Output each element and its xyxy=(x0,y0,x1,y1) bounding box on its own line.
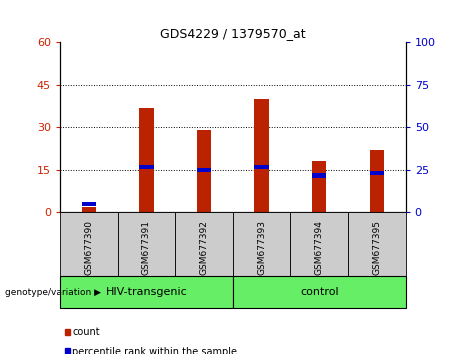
Bar xyxy=(233,276,406,308)
Title: GDS4229 / 1379570_at: GDS4229 / 1379570_at xyxy=(160,27,306,40)
Bar xyxy=(348,212,406,276)
Bar xyxy=(312,161,326,212)
Text: GSM677391: GSM677391 xyxy=(142,220,151,275)
Bar xyxy=(175,212,233,276)
Bar xyxy=(139,165,154,169)
Text: HIV-transgenic: HIV-transgenic xyxy=(106,287,187,297)
Text: GSM677395: GSM677395 xyxy=(372,220,381,275)
Bar xyxy=(82,202,96,206)
Bar xyxy=(118,212,175,276)
Bar xyxy=(60,276,233,308)
Text: genotype/variation ▶: genotype/variation ▶ xyxy=(5,287,100,297)
Bar xyxy=(254,165,269,169)
Text: control: control xyxy=(300,287,338,297)
Text: count: count xyxy=(72,327,100,337)
Text: GSM677390: GSM677390 xyxy=(84,220,93,275)
Bar xyxy=(370,171,384,175)
Text: GSM677393: GSM677393 xyxy=(257,220,266,275)
Bar xyxy=(82,207,96,212)
Bar xyxy=(139,108,154,212)
Text: GSM677394: GSM677394 xyxy=(315,220,324,275)
Bar xyxy=(290,212,348,276)
Bar xyxy=(254,99,269,212)
Text: percentile rank within the sample: percentile rank within the sample xyxy=(72,347,237,354)
Bar xyxy=(197,168,211,172)
Bar xyxy=(370,150,384,212)
Bar xyxy=(312,173,326,178)
Bar xyxy=(197,130,211,212)
Bar xyxy=(60,212,118,276)
Bar xyxy=(233,212,290,276)
Text: GSM677392: GSM677392 xyxy=(200,220,208,275)
